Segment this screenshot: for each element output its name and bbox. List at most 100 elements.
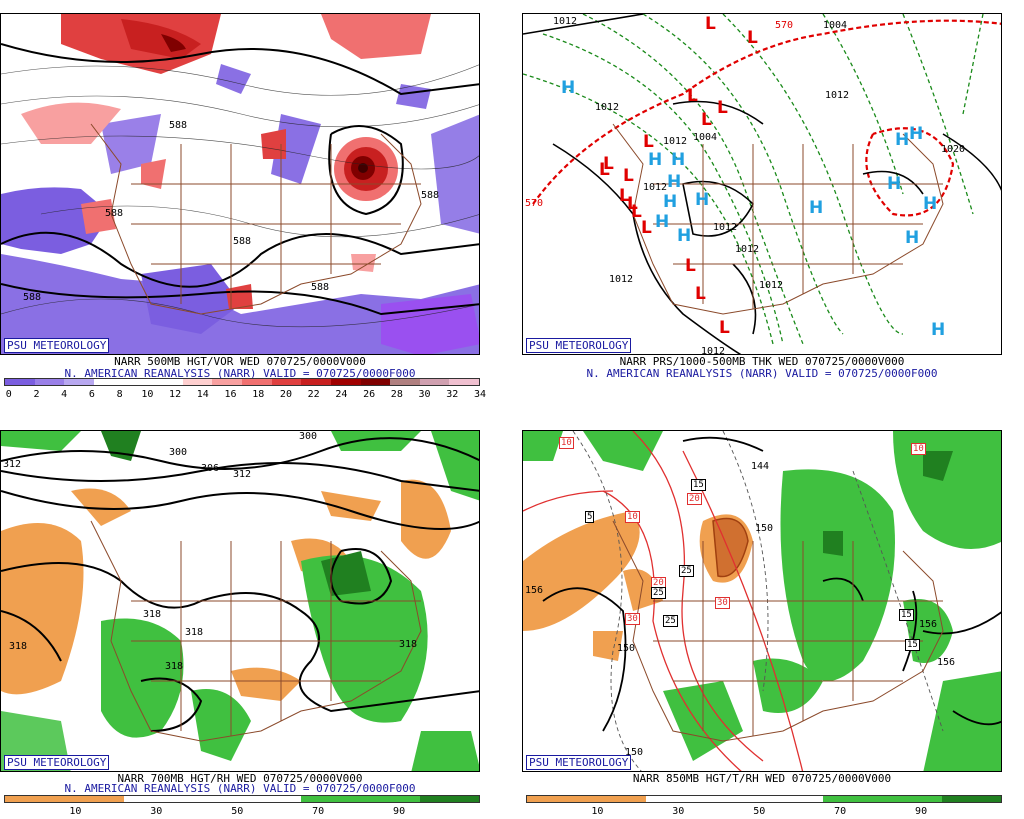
isobar-label: 1012 bbox=[759, 280, 784, 291]
color-scale-labels: 10 30 50 70 90 bbox=[526, 806, 1002, 817]
high-pressure-marker: H bbox=[923, 194, 938, 214]
isobar-label: 1012 bbox=[609, 274, 634, 285]
high-pressure-marker: H bbox=[809, 198, 824, 218]
scale-swatch bbox=[704, 796, 764, 802]
isobar-label: 1004 bbox=[823, 20, 848, 31]
height-label: 300 bbox=[169, 447, 188, 458]
isobar-label: 1012 bbox=[663, 136, 688, 147]
low-pressure-marker: L bbox=[701, 110, 712, 130]
scale-swatch bbox=[64, 796, 124, 802]
scale-tick-label: 14 bbox=[196, 389, 209, 400]
low-pressure-marker: L bbox=[599, 160, 610, 180]
chart-valid-time: N. AMERICAN REANALYSIS (NARR) VALID = 07… bbox=[64, 782, 416, 795]
contour-label: 588 bbox=[311, 282, 330, 293]
low-pressure-marker: L bbox=[631, 202, 642, 222]
thickness-label: 570 bbox=[525, 198, 544, 209]
chart-valid-time: N. AMERICAN REANALYSIS (NARR) VALID = 07… bbox=[586, 367, 938, 380]
low-pressure-marker: L bbox=[687, 86, 698, 106]
high-pressure-marker: H bbox=[663, 192, 678, 212]
scale-swatch bbox=[242, 379, 272, 385]
low-pressure-marker: L bbox=[719, 318, 730, 338]
scale-tick-label: 32 bbox=[446, 389, 459, 400]
scale-swatch bbox=[941, 796, 1001, 802]
scale-tick-label: 90 bbox=[915, 806, 928, 817]
chart-valid-time: N. AMERICAN REANALYSIS (NARR) VALID = 07… bbox=[64, 367, 416, 380]
scale-swatch bbox=[419, 796, 479, 802]
temperature-label: 10 bbox=[625, 511, 640, 523]
isobar-label: 1012 bbox=[825, 90, 850, 101]
height-label: 306 bbox=[201, 463, 220, 474]
high-pressure-marker: H bbox=[909, 124, 924, 144]
low-pressure-marker: L bbox=[641, 218, 652, 238]
temperature-label: 15 bbox=[905, 639, 920, 651]
contour-label: 588 bbox=[169, 120, 188, 131]
scale-tick-label: 4 bbox=[61, 389, 68, 400]
scale-swatch bbox=[419, 379, 450, 385]
scale-tick-label: 50 bbox=[231, 806, 244, 817]
isobar-label: 1012 bbox=[553, 16, 578, 27]
color-scale-labels: 10 30 50 70 90 bbox=[4, 806, 480, 817]
temperature-label: 25 bbox=[651, 587, 666, 599]
psu-meteorology-badge: PSU METEOROLOGY bbox=[4, 755, 110, 770]
scale-swatch bbox=[301, 796, 361, 802]
map-850mb: 144 156 156 156 150 150 150 10 10 10 15 15 15… bbox=[522, 430, 1002, 772]
temperature-label: 30 bbox=[625, 613, 640, 625]
map-500mb: 588 588 588 588 588 588 PSU METEOROLOGY bbox=[0, 13, 480, 355]
scale-swatch bbox=[5, 796, 65, 802]
isobar-label: 1012 bbox=[643, 182, 668, 193]
color-scale-labels: 0 2 4 6 8 10 12 14 16 18 20 22 24 26 28 30 32 34 bbox=[4, 389, 486, 400]
scale-tick-label: 16 bbox=[224, 389, 237, 400]
contour-label: 588 bbox=[421, 190, 440, 201]
vorticity-field bbox=[1, 14, 479, 354]
low-pressure-marker: L bbox=[643, 132, 654, 152]
scale-swatch bbox=[153, 379, 183, 385]
high-pressure-marker: H bbox=[895, 130, 910, 150]
scale-tick-label: 20 bbox=[279, 389, 292, 400]
scale-swatch bbox=[449, 379, 479, 385]
height-label: 318 bbox=[9, 641, 28, 652]
isobar-label: 1020 bbox=[941, 144, 966, 155]
height-label: 318 bbox=[165, 661, 184, 672]
scale-swatch bbox=[123, 796, 183, 802]
high-pressure-marker: H bbox=[667, 172, 682, 192]
chart-title: NARR PRS/1000-500MB THK WED 070725/0000V… bbox=[619, 355, 905, 368]
map-700mb: 312 300 306 312 318 318 318 318 318 300 … bbox=[0, 430, 480, 772]
chart-title: NARR 850MB HGT/T/RH WED 070725/0000V000 bbox=[632, 772, 892, 785]
scale-swatch bbox=[882, 796, 942, 802]
high-pressure-marker: H bbox=[887, 174, 902, 194]
scale-swatch bbox=[34, 379, 65, 385]
low-pressure-marker: L bbox=[717, 98, 728, 118]
height-label: 150 bbox=[755, 523, 774, 534]
scale-swatch bbox=[123, 379, 154, 385]
scale-swatch bbox=[242, 796, 302, 802]
high-pressure-marker: H bbox=[671, 150, 686, 170]
scale-swatch bbox=[823, 796, 883, 802]
height-label: 144 bbox=[751, 461, 770, 472]
contour-label: 588 bbox=[233, 236, 252, 247]
height-label: 318 bbox=[143, 609, 162, 620]
high-pressure-marker: H bbox=[931, 320, 946, 340]
temperature-label: 15 bbox=[691, 479, 706, 491]
temperature-label: 15 bbox=[899, 609, 914, 621]
low-pressure-marker: L bbox=[619, 186, 630, 206]
isobar-label: 1012 bbox=[595, 102, 620, 113]
humidity-field bbox=[1, 431, 479, 771]
scale-swatch bbox=[360, 796, 420, 802]
height-label: 318 bbox=[399, 639, 418, 650]
scale-swatch bbox=[764, 796, 824, 802]
scale-tick-label: 10 bbox=[69, 806, 82, 817]
color-scale-bar bbox=[4, 795, 480, 803]
height-label: 150 bbox=[625, 747, 644, 758]
scale-swatch bbox=[64, 379, 94, 385]
scale-tick-label: 50 bbox=[753, 806, 766, 817]
low-pressure-marker: L bbox=[627, 194, 638, 214]
scale-swatch bbox=[527, 796, 587, 802]
scale-tick-label: 10 bbox=[141, 389, 154, 400]
height-label: 156 bbox=[525, 585, 544, 596]
scale-tick-label: 30 bbox=[418, 389, 431, 400]
scale-tick-label: 2 bbox=[33, 389, 40, 400]
chart-title: NARR 500MB HGT/VOR WED 070725/0000V000 bbox=[114, 355, 366, 368]
psu-meteorology-badge: PSU METEOROLOGY bbox=[526, 338, 632, 353]
scale-swatch bbox=[390, 379, 420, 385]
temperature-label: 10 bbox=[559, 437, 574, 449]
